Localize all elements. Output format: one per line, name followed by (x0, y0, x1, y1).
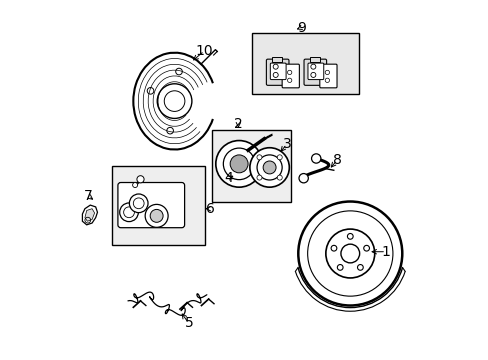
Circle shape (287, 70, 291, 75)
Circle shape (357, 265, 363, 270)
Circle shape (129, 194, 148, 213)
Circle shape (298, 174, 308, 183)
FancyBboxPatch shape (319, 64, 336, 88)
Circle shape (340, 244, 359, 263)
Text: 3: 3 (282, 137, 290, 151)
FancyBboxPatch shape (118, 183, 184, 228)
Bar (112, 166, 204, 244)
Circle shape (325, 78, 329, 82)
Polygon shape (85, 209, 94, 221)
Text: 9: 9 (296, 21, 305, 35)
Circle shape (230, 155, 247, 173)
FancyBboxPatch shape (282, 64, 299, 88)
Text: 6: 6 (205, 202, 214, 216)
Circle shape (257, 155, 282, 180)
Circle shape (346, 234, 352, 239)
Circle shape (277, 155, 282, 160)
Circle shape (137, 176, 144, 183)
Circle shape (120, 203, 138, 222)
Circle shape (325, 229, 374, 278)
Text: 10: 10 (195, 44, 213, 58)
Bar (251, 33, 359, 94)
Text: 4: 4 (224, 171, 232, 185)
Circle shape (337, 265, 343, 270)
Bar (271, 57, 282, 62)
FancyBboxPatch shape (266, 59, 288, 85)
FancyBboxPatch shape (270, 63, 285, 80)
Circle shape (330, 246, 336, 251)
Circle shape (273, 72, 278, 77)
Text: 7: 7 (84, 189, 93, 203)
Circle shape (249, 148, 289, 187)
Circle shape (311, 154, 320, 163)
Circle shape (363, 246, 369, 251)
Circle shape (132, 183, 137, 188)
Bar (309, 57, 319, 62)
Text: 5: 5 (184, 316, 193, 330)
Circle shape (310, 64, 315, 69)
Circle shape (273, 64, 278, 69)
Circle shape (287, 78, 291, 82)
Circle shape (256, 155, 262, 160)
Circle shape (215, 140, 262, 187)
FancyBboxPatch shape (307, 63, 323, 80)
Text: 2: 2 (234, 117, 242, 131)
Bar (212, 130, 290, 202)
Circle shape (310, 72, 315, 77)
FancyBboxPatch shape (304, 59, 326, 85)
Polygon shape (82, 205, 97, 225)
Text: 1: 1 (381, 245, 390, 259)
Text: 8: 8 (332, 153, 341, 167)
Circle shape (325, 70, 329, 75)
Circle shape (150, 210, 163, 222)
Circle shape (145, 204, 168, 227)
Circle shape (263, 161, 276, 174)
Circle shape (256, 175, 262, 180)
Circle shape (223, 148, 254, 180)
Circle shape (277, 175, 282, 180)
